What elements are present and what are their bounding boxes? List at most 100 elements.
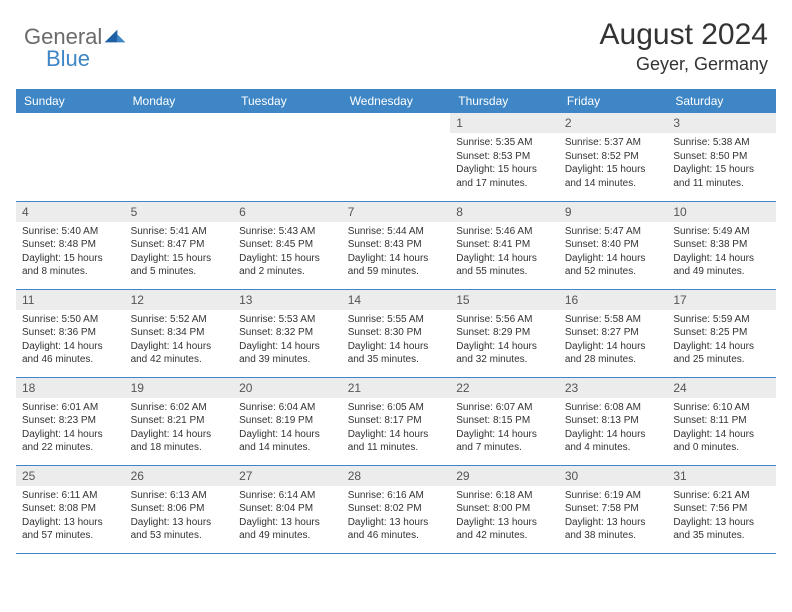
calendar-week: 11Sunrise: 5:50 AMSunset: 8:36 PMDayligh… xyxy=(16,289,776,377)
calendar-week: 25Sunrise: 6:11 AMSunset: 8:08 PMDayligh… xyxy=(16,465,776,553)
day-number: 19 xyxy=(125,378,234,398)
day-details: Sunrise: 6:14 AMSunset: 8:04 PMDaylight:… xyxy=(233,486,342,547)
calendar-week: 1Sunrise: 5:35 AMSunset: 8:53 PMDaylight… xyxy=(16,113,776,201)
day-number xyxy=(16,113,125,133)
day-details: Sunrise: 5:35 AMSunset: 8:53 PMDaylight:… xyxy=(450,133,559,194)
calendar-cell: 7Sunrise: 5:44 AMSunset: 8:43 PMDaylight… xyxy=(342,201,451,289)
calendar-cell: 18Sunrise: 6:01 AMSunset: 8:23 PMDayligh… xyxy=(16,377,125,465)
calendar-cell: 13Sunrise: 5:53 AMSunset: 8:32 PMDayligh… xyxy=(233,289,342,377)
day-details: Sunrise: 5:46 AMSunset: 8:41 PMDaylight:… xyxy=(450,222,559,283)
day-details: Sunrise: 6:08 AMSunset: 8:13 PMDaylight:… xyxy=(559,398,668,459)
day-details: Sunrise: 5:59 AMSunset: 8:25 PMDaylight:… xyxy=(667,310,776,371)
day-details: Sunrise: 5:37 AMSunset: 8:52 PMDaylight:… xyxy=(559,133,668,194)
calendar-cell: 2Sunrise: 5:37 AMSunset: 8:52 PMDaylight… xyxy=(559,113,668,201)
day-number: 22 xyxy=(450,378,559,398)
calendar-cell xyxy=(233,113,342,201)
day-details: Sunrise: 5:49 AMSunset: 8:38 PMDaylight:… xyxy=(667,222,776,283)
day-number: 3 xyxy=(667,113,776,133)
calendar-cell: 29Sunrise: 6:18 AMSunset: 8:00 PMDayligh… xyxy=(450,465,559,553)
title-block: August 2024 Geyer, Germany xyxy=(600,18,768,75)
calendar-cell: 27Sunrise: 6:14 AMSunset: 8:04 PMDayligh… xyxy=(233,465,342,553)
day-details: Sunrise: 6:10 AMSunset: 8:11 PMDaylight:… xyxy=(667,398,776,459)
day-number: 1 xyxy=(450,113,559,133)
day-details: Sunrise: 5:52 AMSunset: 8:34 PMDaylight:… xyxy=(125,310,234,371)
day-number xyxy=(233,113,342,133)
calendar-cell: 24Sunrise: 6:10 AMSunset: 8:11 PMDayligh… xyxy=(667,377,776,465)
day-number: 7 xyxy=(342,202,451,222)
day-details: Sunrise: 5:47 AMSunset: 8:40 PMDaylight:… xyxy=(559,222,668,283)
day-number: 2 xyxy=(559,113,668,133)
day-number: 9 xyxy=(559,202,668,222)
day-number: 21 xyxy=(342,378,451,398)
day-details: Sunrise: 6:11 AMSunset: 8:08 PMDaylight:… xyxy=(16,486,125,547)
day-number: 5 xyxy=(125,202,234,222)
day-details: Sunrise: 6:13 AMSunset: 8:06 PMDaylight:… xyxy=(125,486,234,547)
day-number: 23 xyxy=(559,378,668,398)
day-details: Sunrise: 5:56 AMSunset: 8:29 PMDaylight:… xyxy=(450,310,559,371)
day-number: 28 xyxy=(342,466,451,486)
calendar-cell: 30Sunrise: 6:19 AMSunset: 7:58 PMDayligh… xyxy=(559,465,668,553)
day-number: 26 xyxy=(125,466,234,486)
day-details: Sunrise: 6:16 AMSunset: 8:02 PMDaylight:… xyxy=(342,486,451,547)
weekday-header: Tuesday xyxy=(233,89,342,113)
calendar-cell: 15Sunrise: 5:56 AMSunset: 8:29 PMDayligh… xyxy=(450,289,559,377)
day-number: 24 xyxy=(667,378,776,398)
calendar-head: SundayMondayTuesdayWednesdayThursdayFrid… xyxy=(16,89,776,113)
calendar-body: 1Sunrise: 5:35 AMSunset: 8:53 PMDaylight… xyxy=(16,113,776,553)
day-details: Sunrise: 5:50 AMSunset: 8:36 PMDaylight:… xyxy=(16,310,125,371)
day-details: Sunrise: 5:40 AMSunset: 8:48 PMDaylight:… xyxy=(16,222,125,283)
day-details: Sunrise: 5:55 AMSunset: 8:30 PMDaylight:… xyxy=(342,310,451,371)
day-number: 13 xyxy=(233,290,342,310)
day-number: 17 xyxy=(667,290,776,310)
calendar-cell: 11Sunrise: 5:50 AMSunset: 8:36 PMDayligh… xyxy=(16,289,125,377)
calendar-table: SundayMondayTuesdayWednesdayThursdayFrid… xyxy=(16,89,776,554)
header: GeneralBlue August 2024 Geyer, Germany xyxy=(0,0,792,81)
calendar-cell: 28Sunrise: 6:16 AMSunset: 8:02 PMDayligh… xyxy=(342,465,451,553)
day-number: 14 xyxy=(342,290,451,310)
weekday-header: Sunday xyxy=(16,89,125,113)
calendar-cell: 8Sunrise: 5:46 AMSunset: 8:41 PMDaylight… xyxy=(450,201,559,289)
day-details: Sunrise: 6:21 AMSunset: 7:56 PMDaylight:… xyxy=(667,486,776,547)
calendar-cell: 12Sunrise: 5:52 AMSunset: 8:34 PMDayligh… xyxy=(125,289,234,377)
weekday-header: Monday xyxy=(125,89,234,113)
day-details: Sunrise: 6:04 AMSunset: 8:19 PMDaylight:… xyxy=(233,398,342,459)
brand-part1: General xyxy=(24,26,102,48)
day-number: 18 xyxy=(16,378,125,398)
day-details: Sunrise: 5:44 AMSunset: 8:43 PMDaylight:… xyxy=(342,222,451,283)
calendar-cell: 10Sunrise: 5:49 AMSunset: 8:38 PMDayligh… xyxy=(667,201,776,289)
day-details: Sunrise: 5:38 AMSunset: 8:50 PMDaylight:… xyxy=(667,133,776,194)
calendar-cell: 21Sunrise: 6:05 AMSunset: 8:17 PMDayligh… xyxy=(342,377,451,465)
weekday-row: SundayMondayTuesdayWednesdayThursdayFrid… xyxy=(16,89,776,113)
day-details: Sunrise: 5:43 AMSunset: 8:45 PMDaylight:… xyxy=(233,222,342,283)
day-details: Sunrise: 6:05 AMSunset: 8:17 PMDaylight:… xyxy=(342,398,451,459)
location: Geyer, Germany xyxy=(600,54,768,75)
day-details: Sunrise: 5:53 AMSunset: 8:32 PMDaylight:… xyxy=(233,310,342,371)
calendar-cell xyxy=(16,113,125,201)
calendar-cell: 31Sunrise: 6:21 AMSunset: 7:56 PMDayligh… xyxy=(667,465,776,553)
calendar-cell: 1Sunrise: 5:35 AMSunset: 8:53 PMDaylight… xyxy=(450,113,559,201)
day-details: Sunrise: 6:07 AMSunset: 8:15 PMDaylight:… xyxy=(450,398,559,459)
day-number: 27 xyxy=(233,466,342,486)
day-number: 20 xyxy=(233,378,342,398)
day-details: Sunrise: 5:41 AMSunset: 8:47 PMDaylight:… xyxy=(125,222,234,283)
calendar-week: 4Sunrise: 5:40 AMSunset: 8:48 PMDaylight… xyxy=(16,201,776,289)
calendar-cell: 5Sunrise: 5:41 AMSunset: 8:47 PMDaylight… xyxy=(125,201,234,289)
calendar-cell: 22Sunrise: 6:07 AMSunset: 8:15 PMDayligh… xyxy=(450,377,559,465)
day-number: 31 xyxy=(667,466,776,486)
month-title: August 2024 xyxy=(600,18,768,52)
day-details: Sunrise: 6:01 AMSunset: 8:23 PMDaylight:… xyxy=(16,398,125,459)
day-details: Sunrise: 6:18 AMSunset: 8:00 PMDaylight:… xyxy=(450,486,559,547)
calendar-cell: 4Sunrise: 5:40 AMSunset: 8:48 PMDaylight… xyxy=(16,201,125,289)
day-number: 29 xyxy=(450,466,559,486)
day-number: 10 xyxy=(667,202,776,222)
day-number: 8 xyxy=(450,202,559,222)
day-details: Sunrise: 5:58 AMSunset: 8:27 PMDaylight:… xyxy=(559,310,668,371)
day-details: Sunrise: 6:19 AMSunset: 7:58 PMDaylight:… xyxy=(559,486,668,547)
brand-triangle-icon xyxy=(104,28,126,48)
calendar-cell: 19Sunrise: 6:02 AMSunset: 8:21 PMDayligh… xyxy=(125,377,234,465)
calendar-cell: 14Sunrise: 5:55 AMSunset: 8:30 PMDayligh… xyxy=(342,289,451,377)
day-number: 4 xyxy=(16,202,125,222)
day-number: 16 xyxy=(559,290,668,310)
calendar-cell: 16Sunrise: 5:58 AMSunset: 8:27 PMDayligh… xyxy=(559,289,668,377)
day-number: 15 xyxy=(450,290,559,310)
